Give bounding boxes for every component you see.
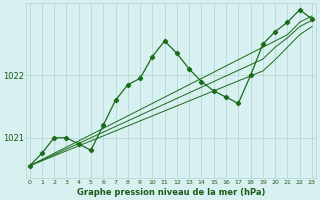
X-axis label: Graphe pression niveau de la mer (hPa): Graphe pression niveau de la mer (hPa) — [76, 188, 265, 197]
